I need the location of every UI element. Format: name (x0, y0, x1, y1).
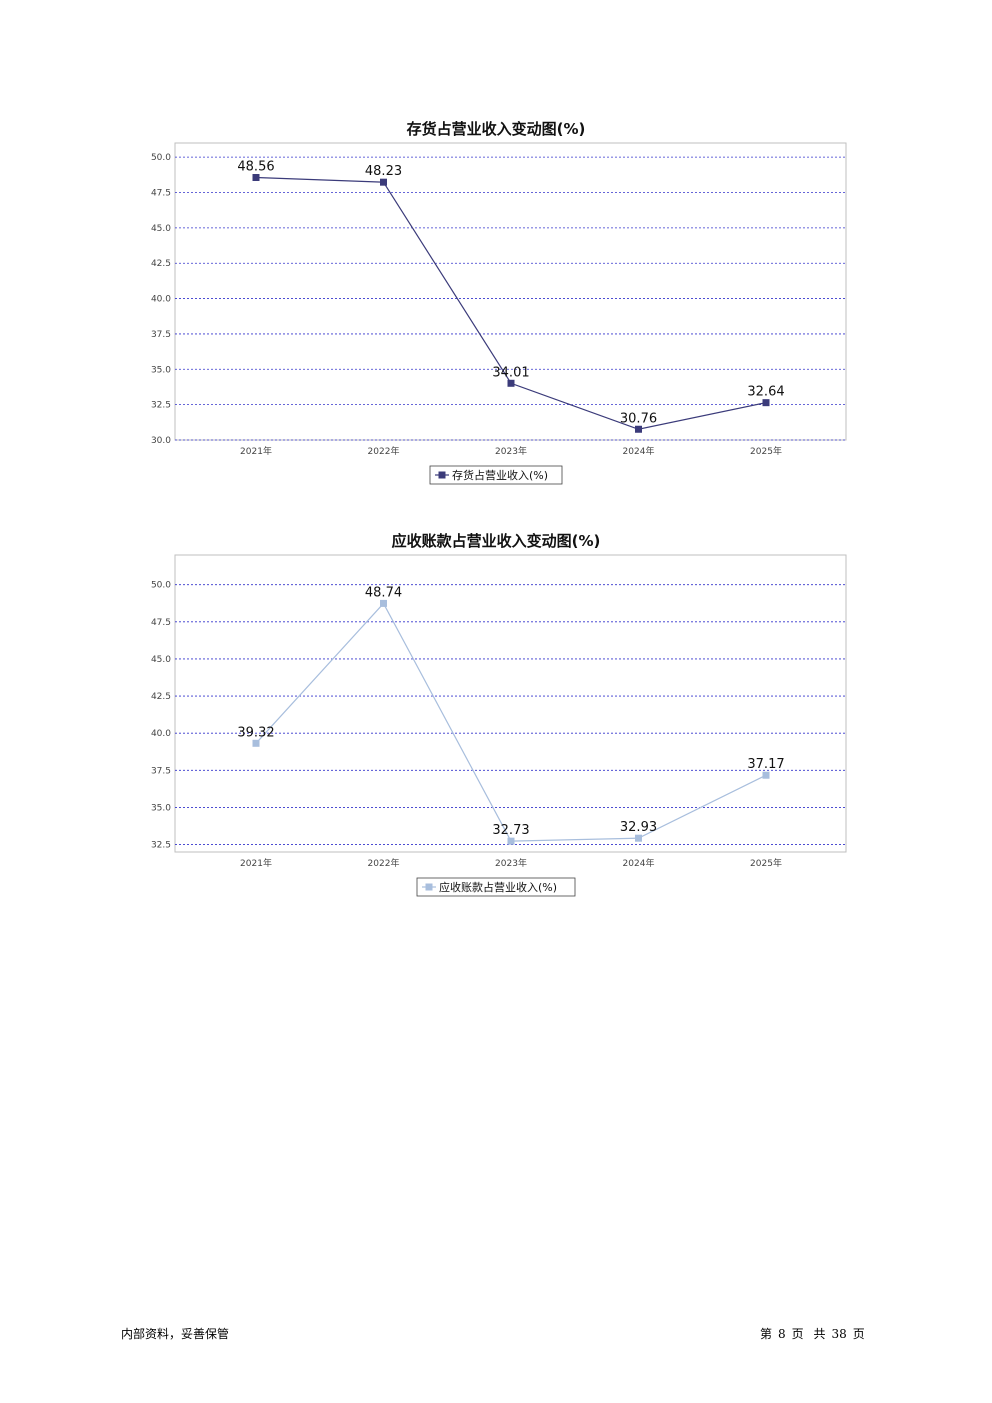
data-label: 48.74 (365, 585, 402, 600)
data-point-marker (252, 174, 260, 182)
x-tick-label: 2024年 (623, 445, 655, 457)
legend-box (429, 465, 563, 485)
data-label: 48.23 (365, 164, 402, 179)
legend-label: 存货占营业收入(%) (452, 468, 548, 482)
y-tick-label: 32.5 (151, 841, 171, 851)
data-point-marker (380, 178, 387, 186)
data-point-marker (635, 425, 642, 433)
y-tick-label: 37.5 (151, 330, 171, 340)
receivables-ratio-chart: 应收账款占营业收入变动图(%) 32.5 35.0 37.5 40.0 42.5 45.0 4… (0, 522, 992, 902)
plot-area (174, 142, 847, 441)
data-point-marker (762, 399, 770, 407)
legend-marker-swatch (438, 471, 446, 479)
x-tick-label: 2022年 (368, 857, 400, 869)
y-tick-label: 47.5 (151, 189, 171, 199)
data-point-marker (380, 599, 387, 607)
y-tick-label: 40.0 (151, 295, 171, 305)
y-tick-label: 32.5 (151, 401, 171, 411)
y-tick-label: 42.5 (151, 692, 171, 702)
y-tick-label: 30.0 (151, 436, 171, 446)
y-tick-label: 50.0 (151, 153, 171, 163)
x-tick-label: 2022年 (368, 445, 400, 457)
data-point-marker (507, 379, 515, 387)
legend-label: 应收账款占营业收入(%) (439, 880, 557, 894)
receivables-ratio-chart-svg: 应收账款占营业收入变动图(%) 32.5 35.0 37.5 40.0 42.5 45.0 4… (151, 532, 847, 897)
data-label: 48.56 (237, 160, 274, 175)
footer-confidential-note: 内部资料，妥善保管 (121, 1327, 230, 1341)
y-tick-label: 35.0 (151, 803, 171, 813)
y-tick-label: 35.0 (151, 365, 171, 375)
y-tick-label: 45.0 (151, 655, 171, 665)
data-point-marker (762, 771, 770, 779)
x-tick-label: 2025年 (750, 445, 782, 457)
y-tick-label: 45.0 (151, 224, 171, 234)
data-point-marker (635, 834, 642, 842)
inventory-ratio-chart: 存货占营业收入变动图(%) 30.0 32.5 35.0 37.5 40.0 42.5 45.… (0, 110, 992, 490)
x-tick-label: 2023年 (495, 857, 527, 869)
y-tick-label: 42.5 (151, 259, 171, 269)
data-label: 39.32 (237, 725, 274, 740)
x-tick-label: 2021年 (240, 445, 272, 457)
y-tick-label: 40.0 (151, 729, 171, 739)
legend-box (416, 877, 576, 897)
y-tick-label: 50.0 (151, 581, 171, 591)
legend-marker-swatch (425, 883, 433, 891)
x-tick-label: 2025年 (750, 857, 782, 869)
chart-title: 应收账款占营业收入变动图(%) (392, 532, 601, 550)
y-tick-label: 37.5 (151, 766, 171, 776)
page-number: 8 (778, 1327, 786, 1341)
x-tick-label: 2021年 (240, 857, 272, 869)
data-label: 30.76 (620, 411, 657, 426)
total-prefix: 共 (813, 1327, 826, 1341)
data-point-marker (507, 837, 515, 845)
chart-title: 存货占营业收入变动图(%) (407, 120, 586, 138)
data-point-marker (252, 739, 260, 747)
data-label: 32.93 (620, 820, 657, 835)
x-tick-label: 2023年 (495, 445, 527, 457)
data-label: 32.73 (492, 823, 529, 838)
plot-area (174, 554, 847, 853)
total-unit: 页 (852, 1327, 865, 1341)
page-unit: 页 (791, 1327, 804, 1341)
data-label: 34.01 (492, 365, 529, 380)
data-label: 37.17 (747, 757, 784, 772)
total-pages: 38 (831, 1327, 847, 1341)
page-prefix: 第 (760, 1327, 773, 1341)
x-tick-label: 2024年 (623, 857, 655, 869)
inventory-ratio-chart-svg: 存货占营业收入变动图(%) 30.0 32.5 35.0 37.5 40.0 42.5 45.… (151, 120, 847, 485)
data-label: 32.64 (747, 385, 784, 400)
y-tick-label: 47.5 (151, 618, 171, 628)
